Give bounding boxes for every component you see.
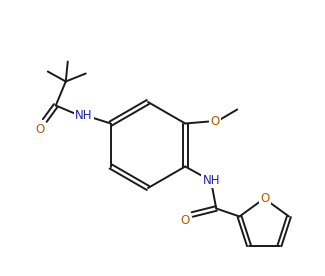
- Text: O: O: [261, 192, 270, 205]
- Text: O: O: [211, 115, 220, 128]
- Text: O: O: [181, 214, 190, 227]
- Text: NH: NH: [202, 174, 220, 187]
- Text: NH: NH: [75, 109, 93, 122]
- Text: O: O: [35, 123, 45, 136]
